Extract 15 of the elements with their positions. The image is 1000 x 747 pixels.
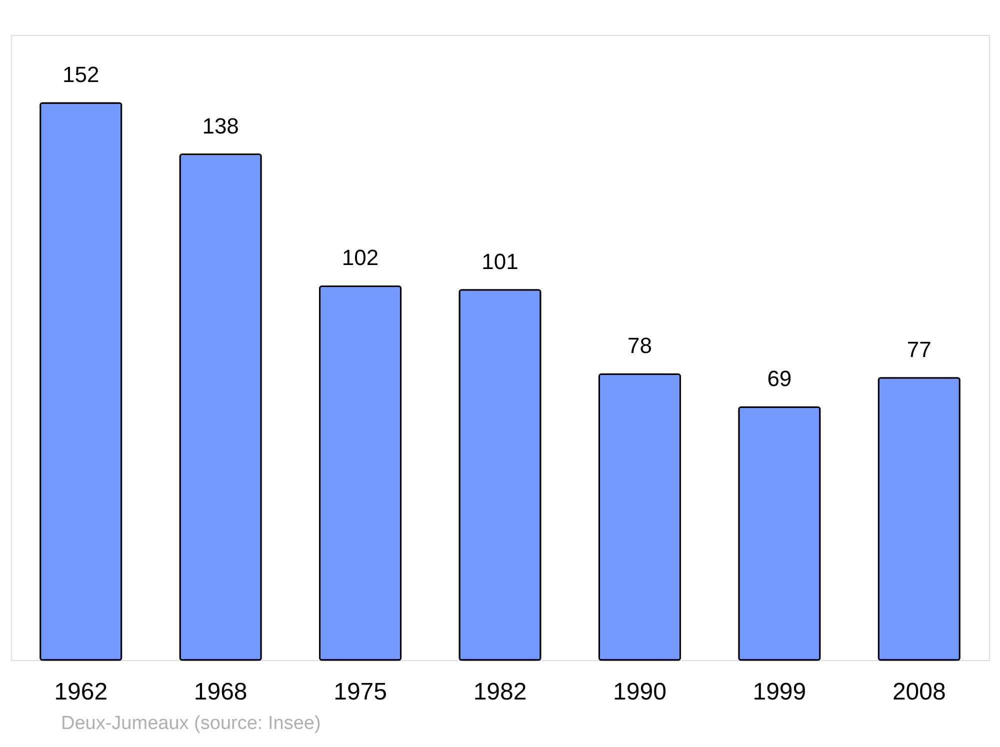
x-tick-label: 1968 (194, 678, 248, 706)
data-label: 69 (767, 366, 792, 392)
data-label: 101 (482, 248, 518, 274)
x-tick-label: 1982 (473, 678, 527, 706)
x-tick-label: 1990 (613, 678, 666, 706)
x-tick-label: 1962 (54, 678, 108, 706)
x-tick-label: 1975 (334, 678, 387, 706)
data-label: 78 (627, 333, 652, 358)
data-label: 152 (62, 62, 100, 87)
x-tick-label: 1999 (752, 678, 806, 706)
data-label: 138 (202, 113, 239, 138)
text: Deux-Jumeaux (source: Insee) (61, 713, 321, 734)
x-tick-label: 2008 (892, 678, 946, 706)
data-label: 77 (906, 336, 932, 362)
data-label: 102 (342, 245, 379, 270)
